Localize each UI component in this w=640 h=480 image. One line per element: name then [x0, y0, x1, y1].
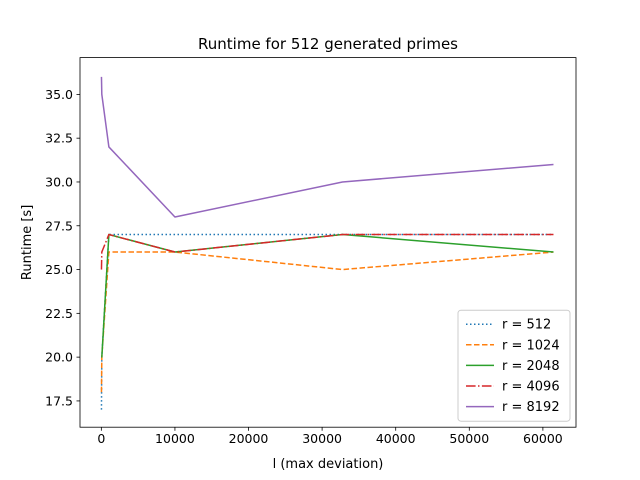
legend-label-4: r = 4096: [502, 380, 560, 395]
legend: r = 512 r = 1024 r = 2048 r = 4096 r = 8192: [457, 309, 571, 422]
legend-label-2: r = 1024: [502, 338, 560, 353]
y-tick-label: 35.0: [45, 87, 73, 102]
y-tick-label: 17.5: [45, 393, 73, 408]
y-tick-label: 30.0: [45, 174, 73, 189]
axes-frame: [79, 57, 577, 428]
legend-box: [457, 309, 571, 422]
y-tick-label: 27.5: [45, 218, 73, 233]
legend-label-3: r = 2048: [502, 359, 560, 374]
series-line-5: [100, 76, 554, 218]
x-tick-label: 40000: [376, 431, 416, 446]
axes-layer: 0 10000 20000 30000 40000 50000 60000 17.5 20.0 2…: [45, 57, 577, 446]
x-tick-label: 0: [97, 431, 105, 446]
y-tick-label: 32.5: [45, 131, 73, 146]
y-tick-label: 25.0: [45, 262, 73, 277]
x-tick-label: 60000: [523, 431, 563, 446]
y-tick-label: 22.5: [45, 306, 73, 321]
x-axis-label: l (max deviation): [273, 457, 384, 472]
x-tick-label: 30000: [302, 431, 342, 446]
chart-title: Runtime for 512 generated primes: [198, 35, 458, 53]
y-axis-label: Runtime [s]: [20, 205, 35, 280]
series-line-2: [100, 251, 554, 393]
series-layer: [100, 76, 554, 410]
y-tick-label: 20.0: [45, 350, 73, 365]
x-tick-label: 20000: [229, 431, 269, 446]
legend-label-5: r = 8192: [502, 400, 560, 415]
x-tick-label: 50000: [449, 431, 489, 446]
x-tick-label: 10000: [155, 431, 195, 446]
legend-label-1: r = 512: [502, 318, 551, 333]
series-line-4: [100, 233, 554, 270]
